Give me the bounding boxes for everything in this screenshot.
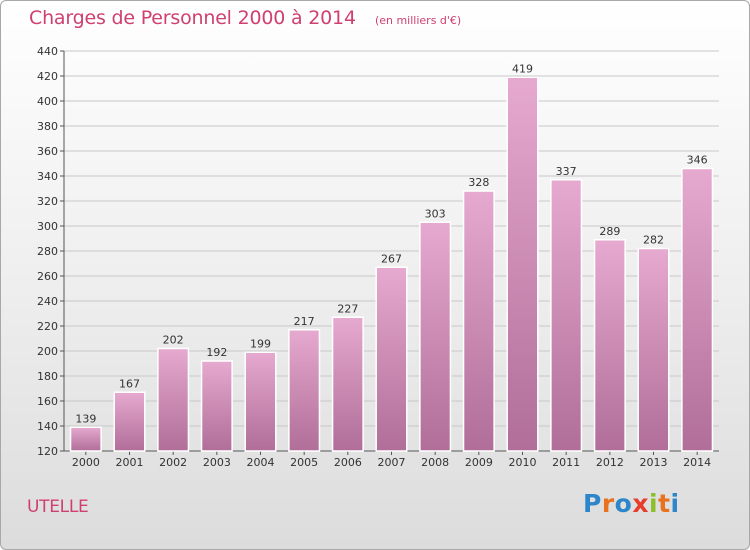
y-tick-label: 300 xyxy=(37,220,58,233)
y-tick-label: 260 xyxy=(37,270,58,283)
y-tick-label: 380 xyxy=(37,120,58,133)
y-tick-label: 140 xyxy=(37,420,58,433)
x-tick-label: 2004 xyxy=(247,456,275,469)
logo-letter: x xyxy=(632,489,649,518)
bar-2007 xyxy=(375,266,408,452)
chart-title: Charges de Personnel 2000 à 2014 xyxy=(29,7,356,29)
bar-2013 xyxy=(637,247,670,452)
bar-2004 xyxy=(244,351,277,452)
data-label: 192 xyxy=(206,346,227,359)
data-label: 217 xyxy=(294,315,315,328)
x-tick-label: 2011 xyxy=(552,456,580,469)
commune-name: UTELLE xyxy=(27,497,89,517)
data-label: 346 xyxy=(687,154,708,167)
x-tick-label: 2001 xyxy=(116,456,144,469)
x-tick-label: 2003 xyxy=(203,456,231,469)
axes: 120 140 160 180 200 220 240 260 280 300 320 340 360 3… xyxy=(37,45,719,469)
y-tick-label: 180 xyxy=(37,370,58,383)
y-tick-label: 360 xyxy=(37,145,58,158)
logo-letter: o xyxy=(614,489,633,518)
x-tick-label: 2013 xyxy=(640,456,668,469)
bar-2009 xyxy=(462,190,495,452)
bar-2011 xyxy=(550,179,583,452)
data-label: 227 xyxy=(337,302,358,315)
bar-2002 xyxy=(157,347,190,452)
bar-2003 xyxy=(200,360,233,452)
logo-letter: P xyxy=(583,489,602,518)
y-tick-label: 320 xyxy=(37,195,58,208)
data-label: 419 xyxy=(512,62,533,75)
logo-letter: i xyxy=(670,489,680,518)
data-label: 202 xyxy=(163,334,184,347)
y-tick-label: 120 xyxy=(37,445,58,458)
y-tick-label: 280 xyxy=(37,245,58,258)
bar-2010 xyxy=(506,76,539,452)
y-tick-label: 440 xyxy=(37,45,58,58)
x-tick-label: 2014 xyxy=(683,456,711,469)
title-row: Charges de Personnel 2000 à 2014 (en mil… xyxy=(29,7,461,29)
data-label: 282 xyxy=(643,234,664,247)
x-tick-label: 2009 xyxy=(465,456,493,469)
bars xyxy=(69,76,714,452)
data-label: 328 xyxy=(468,176,489,189)
data-label: 267 xyxy=(381,252,402,265)
bar-2000 xyxy=(69,426,102,452)
y-tick-label: 420 xyxy=(37,70,58,83)
logo-letter: r xyxy=(601,489,615,518)
data-label: 167 xyxy=(119,377,140,390)
y-tick-label: 340 xyxy=(37,170,58,183)
y-tick-label: 200 xyxy=(37,345,58,358)
bar-2005 xyxy=(288,329,321,452)
data-label: 303 xyxy=(425,207,446,220)
data-labels: 139 167 202 192 199 217 227 267 303 328 419 337 289 2… xyxy=(75,62,707,425)
x-tick-label: 2005 xyxy=(290,456,318,469)
bar-2012 xyxy=(593,239,626,452)
logo-letter: t xyxy=(658,489,671,518)
x-tick-label: 2006 xyxy=(334,456,362,469)
x-tick-label: 2010 xyxy=(509,456,537,469)
y-tick-label: 400 xyxy=(37,95,58,108)
data-label: 337 xyxy=(556,165,577,178)
x-tick-label: 2007 xyxy=(378,456,406,469)
chart-subtitle: (en milliers d'€) xyxy=(374,14,462,27)
data-label: 289 xyxy=(599,225,620,238)
logo-letter: i xyxy=(649,489,659,518)
bar-2006 xyxy=(331,316,364,452)
data-label: 199 xyxy=(250,337,271,350)
y-tick-label: 160 xyxy=(37,395,58,408)
x-tick-label: 2008 xyxy=(421,456,449,469)
y-tick-label: 240 xyxy=(37,295,58,308)
bar-2001 xyxy=(113,391,146,452)
x-tick-label: 2002 xyxy=(159,456,187,469)
proxiti-logo: Proxiti xyxy=(583,489,680,518)
x-tick-label: 2012 xyxy=(596,456,624,469)
x-tick-label: 2000 xyxy=(72,456,100,469)
bar-2014 xyxy=(681,167,714,452)
data-label: 139 xyxy=(75,412,96,425)
bar-2008 xyxy=(419,221,452,452)
y-tick-label: 220 xyxy=(37,320,58,333)
